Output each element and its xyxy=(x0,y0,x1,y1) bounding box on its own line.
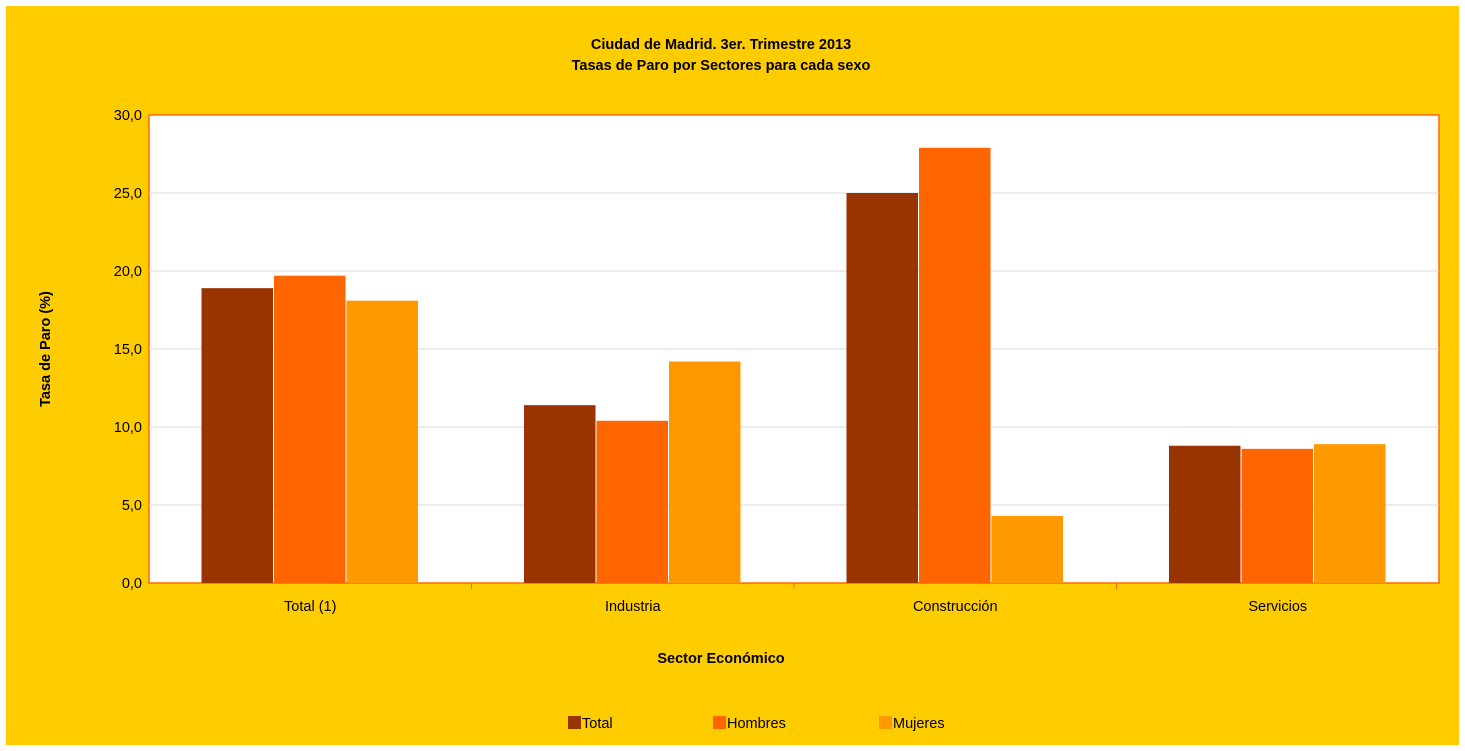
y-axis-title: Tasa de Paro (%) xyxy=(38,291,54,407)
x-tick-label: Total (1) xyxy=(284,599,336,615)
y-tick-label: 30,0 xyxy=(114,108,142,124)
x-tick-label: Servicios xyxy=(1248,599,1307,615)
chart-title-line-1: Ciudad de Madrid. 3er. Trimestre 2013 xyxy=(591,37,851,53)
y-tick-label: 20,0 xyxy=(114,264,142,280)
legend-label-total: Total xyxy=(582,716,613,732)
bar-total-2 xyxy=(846,193,918,583)
bar-hombres-1 xyxy=(596,420,668,583)
bar-total-1 xyxy=(524,405,596,583)
bar-mujeres-0 xyxy=(346,300,418,583)
legend-swatch-total xyxy=(568,716,581,729)
bar-total-3 xyxy=(1169,445,1241,583)
legend-label-mujeres: Mujeres xyxy=(893,716,945,732)
bar-total-0 xyxy=(201,288,273,583)
y-tick-label: 10,0 xyxy=(114,420,142,436)
bar-mujeres-3 xyxy=(1314,444,1386,583)
bar-mujeres-2 xyxy=(991,515,1063,583)
legend-swatch-mujeres xyxy=(879,716,892,729)
y-tick-label: 15,0 xyxy=(114,342,142,358)
legend: Total Hombres Mujeres xyxy=(568,716,945,732)
y-tick-label: 0,0 xyxy=(122,576,142,592)
bar-chart: Ciudad de Madrid. 3er. Trimestre 2013 Ta… xyxy=(38,37,1440,732)
y-tick-label: 25,0 xyxy=(114,186,142,202)
legend-swatch-hombres xyxy=(713,716,726,729)
legend-label-hombres: Hombres xyxy=(727,716,786,732)
x-axis-title: Sector Económico xyxy=(657,651,784,667)
x-tick-label: Industria xyxy=(605,599,662,615)
bar-hombres-3 xyxy=(1241,448,1313,583)
bar-hombres-0 xyxy=(274,275,346,583)
bars xyxy=(201,147,1386,583)
y-tick-label: 5,0 xyxy=(122,498,142,514)
chart-frame: Ciudad de Madrid. 3er. Trimestre 2013 Ta… xyxy=(6,6,1459,745)
chart-title-line-2: Tasas de Paro por Sectores para cada sex… xyxy=(572,58,871,74)
y-tick-labels: 0,0 5,0 10,0 15,0 20,0 25,0 30,0 xyxy=(114,108,142,592)
x-tick-label: Construcción xyxy=(913,599,998,615)
bar-hombres-2 xyxy=(919,147,991,583)
x-tick-labels: Total (1) Industria Construcción Servicios xyxy=(284,599,1307,615)
bar-mujeres-1 xyxy=(669,361,741,583)
